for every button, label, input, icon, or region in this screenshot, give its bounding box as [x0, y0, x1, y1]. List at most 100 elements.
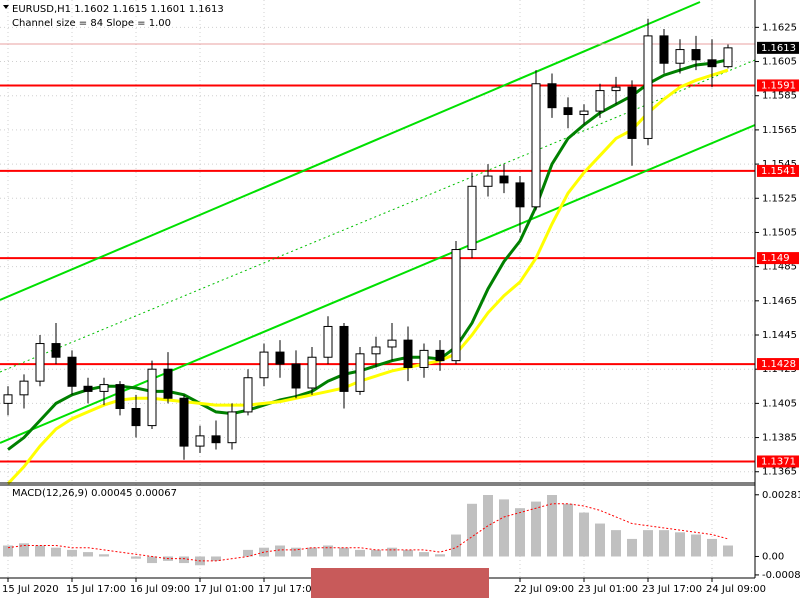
macd-bar: [435, 554, 445, 557]
overlays-layer: [6, 58, 729, 485]
last-price-box: [757, 41, 799, 54]
macd-bar: [291, 547, 301, 557]
y-tick-label: 1.1545: [762, 159, 797, 170]
candle-body: [531, 83, 541, 208]
macd-bar: [259, 547, 269, 557]
macd-bar: [339, 547, 349, 557]
macd-bar: [691, 534, 701, 557]
macd-bar: [563, 503, 573, 557]
macd-bar: [515, 508, 525, 557]
candle-body: [195, 435, 205, 447]
macd-bar: [531, 501, 541, 557]
candle-body: [691, 49, 701, 61]
candle-body: [323, 325, 333, 358]
macd-bar: [611, 530, 621, 557]
candle-body: [707, 59, 717, 68]
macd-bar: [147, 556, 157, 564]
x-tick-label: 17 Jul 01:00: [194, 584, 254, 595]
macd-bar: [707, 538, 717, 557]
candle-body: [275, 351, 285, 365]
level-label: 1.149: [761, 253, 790, 264]
candle-body: [643, 35, 653, 139]
candle-body: [259, 351, 269, 379]
macd-bar: [467, 503, 477, 557]
macd-bar: [323, 545, 333, 557]
y-tick-label: 1.1525: [762, 193, 797, 204]
macd-bar: [643, 530, 653, 557]
candle-body: [99, 384, 109, 392]
macd-bar: [275, 545, 285, 557]
candle-body: [563, 107, 573, 116]
candle-body: [579, 110, 589, 116]
x-tick-label: 15 Jul 2020: [2, 584, 59, 595]
macd-bar: [211, 556, 221, 561]
candle-body: [595, 90, 605, 112]
macd-bar: [179, 556, 189, 564]
candle-body: [339, 325, 349, 392]
macd-bar: [355, 549, 365, 557]
macd-bar: [547, 495, 557, 557]
x-tick-label: 24 Jul 09:00: [706, 584, 766, 595]
macd-layer: [3, 495, 733, 566]
moving-average: [7, 58, 729, 451]
candle-body: [163, 368, 173, 399]
y-tick-label: 1.1505: [762, 227, 797, 238]
channel-lower: [0, 124, 756, 444]
candle-body: [419, 349, 429, 368]
candle-body: [355, 353, 365, 392]
candle-body: [147, 368, 157, 427]
macd-bar: [307, 547, 317, 557]
macd-bar: [67, 549, 77, 557]
candle-body: [435, 349, 445, 362]
macd-bar: [3, 545, 13, 557]
x-tick-label: 23 Jul 17:00: [642, 584, 702, 595]
level-label: 1.1428: [761, 359, 796, 370]
y-tick-label: 1.1565: [762, 125, 797, 136]
x-tick-label: 15 Jul 17:00: [66, 584, 126, 595]
macd-bar: [403, 549, 413, 557]
macd-bar: [675, 532, 685, 557]
axes-layer: 1.1625 1.1605 1.1585 1.1565 1.1545 1.1525 1.15…: [2, 22, 800, 595]
y-tick-label: 1.1465: [762, 296, 797, 307]
macd-bar: [371, 549, 381, 557]
macd-bar: [579, 512, 589, 557]
macd-bar: [627, 538, 637, 557]
candle-body: [307, 356, 317, 389]
candle-body: [499, 175, 509, 184]
level-label: 1.1591: [761, 80, 796, 91]
y-tick-label: 1.1445: [762, 330, 797, 341]
levels-layer: [0, 84, 755, 463]
header-title: EURUSD,H1 1.1602 1.1615 1.1601 1.1613: [12, 4, 224, 15]
candle-body: [211, 435, 221, 444]
macd-bar: [499, 499, 509, 557]
moving-average: [6, 68, 729, 485]
level-label-box: [757, 79, 799, 92]
candle-body: [387, 339, 397, 348]
candle-body: [51, 343, 61, 358]
candle-body: [611, 86, 621, 92]
y-tick-label: -0.00084: [762, 570, 800, 581]
macd-bar: [659, 530, 669, 557]
candle-body: [83, 385, 93, 392]
watermark-box: [311, 568, 489, 598]
macd-bar: [19, 543, 29, 557]
macd-bar: [51, 547, 61, 557]
macd-bar: [243, 549, 253, 557]
x-tick-label: 17 Jul 17:00: [258, 584, 318, 595]
macd-bar: [595, 523, 605, 557]
x-tick-label: 22 Jul 09:00: [514, 584, 574, 595]
macd-bar: [35, 545, 45, 557]
macd-bar: [723, 545, 733, 557]
candle-body: [3, 394, 13, 404]
y-tick-label: 1.1385: [762, 433, 797, 444]
macd-bar: [131, 556, 141, 559]
candle-body: [35, 343, 45, 382]
macd-bar: [419, 552, 429, 557]
candles-layer: [3, 18, 733, 460]
candle-body: [675, 49, 685, 64]
level-label-box: [757, 358, 799, 371]
level-label-box: [757, 252, 799, 265]
macd-bar: [451, 534, 461, 557]
